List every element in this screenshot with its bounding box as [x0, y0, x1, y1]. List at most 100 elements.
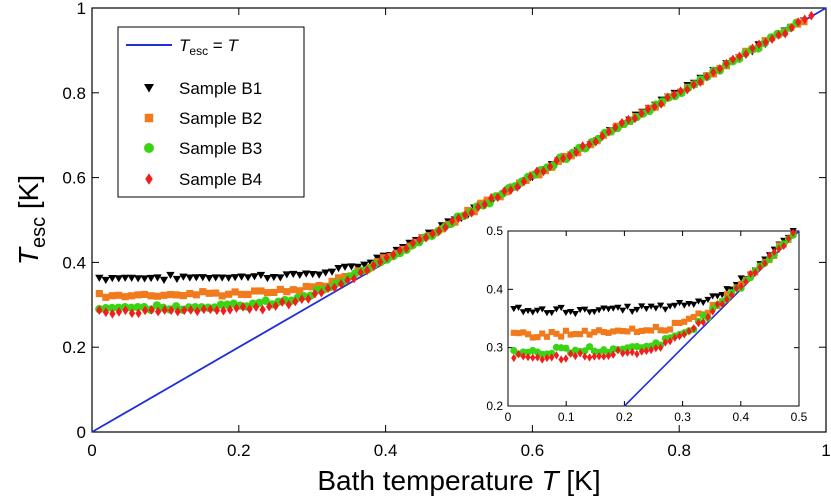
- legend-line-var2: T: [227, 36, 239, 55]
- data-point: [212, 289, 220, 297]
- inset-data-point: [595, 307, 603, 314]
- inset-data-point: [581, 347, 589, 355]
- data-point: [448, 216, 456, 226]
- y-tick-label: 0.2: [62, 338, 86, 357]
- inset-data-point: [529, 334, 536, 341]
- data-point: [461, 210, 469, 220]
- data-point: [141, 305, 149, 316]
- inset-data-point: [577, 331, 584, 338]
- y-axis-title-unit: [K]: [13, 175, 44, 217]
- data-point: [690, 80, 697, 90]
- data-point: [269, 274, 279, 282]
- data-point: [95, 274, 104, 282]
- data-point: [95, 290, 103, 298]
- data-point: [199, 288, 207, 296]
- data-point: [808, 10, 815, 21]
- inset-data-point: [681, 318, 688, 325]
- inset-data-point: [757, 263, 763, 272]
- data-point: [344, 275, 351, 285]
- data-point: [186, 289, 194, 298]
- data-point: [697, 77, 704, 87]
- data-point: [233, 303, 240, 313]
- data-point: [501, 186, 508, 196]
- x-tick-label: 1: [821, 441, 830, 460]
- inset-data-point: [699, 299, 707, 306]
- data-point: [664, 92, 671, 103]
- inset-y-tick-label: 0.4: [486, 282, 503, 296]
- inset-data-point: [661, 306, 669, 313]
- y-axis-title-var: T: [13, 246, 44, 265]
- data-point: [579, 141, 586, 151]
- data-point: [605, 126, 612, 137]
- inset-data-point: [590, 309, 598, 316]
- inset-data-point: [648, 327, 655, 334]
- inset-plot: 0 0.1 0.2 0.3 0.4 0.5 0.2 0.3 0.4 0.5: [486, 224, 807, 424]
- data-point: [801, 14, 808, 25]
- data-point: [347, 263, 356, 271]
- inset-data-point: [695, 310, 702, 317]
- data-point: [396, 245, 403, 256]
- data-point: [179, 292, 187, 300]
- inset-data-point: [615, 346, 621, 355]
- data-point: [283, 288, 291, 296]
- data-point: [237, 290, 246, 298]
- inset-data-point: [709, 301, 716, 308]
- inset-data-point: [600, 329, 607, 336]
- data-point: [224, 274, 233, 282]
- data-point: [311, 288, 319, 299]
- x-axis-title-var: T: [542, 465, 561, 496]
- data-point: [723, 58, 730, 69]
- data-point: [677, 86, 684, 96]
- inset-data-point: [695, 318, 702, 328]
- inset-data-point: [667, 326, 674, 333]
- x-axis-title-prefix: Bath temperature: [317, 465, 541, 496]
- data-point: [134, 291, 142, 299]
- inset-y-tick-label: 0.3: [486, 341, 503, 355]
- inset-data-point: [610, 328, 617, 335]
- data-point: [266, 301, 273, 312]
- data-point: [252, 302, 260, 312]
- inset-data-point: [666, 303, 674, 310]
- inset-data-point: [681, 330, 687, 339]
- data-point: [263, 274, 272, 283]
- inset-data-point: [747, 269, 754, 279]
- inset-data-point: [690, 301, 698, 308]
- data-point: [187, 305, 194, 315]
- inset-data-point: [676, 331, 683, 341]
- data-point: [230, 274, 240, 282]
- inset-data-point: [709, 293, 717, 300]
- inset-data-point: [652, 305, 660, 312]
- legend-marker-4: [145, 173, 153, 185]
- data-point: [533, 166, 541, 177]
- inset-data-point: [534, 353, 541, 362]
- inset-data-point: [586, 353, 593, 362]
- inset-data-point: [534, 334, 541, 341]
- inset-data-point: [553, 351, 560, 360]
- data-point: [324, 283, 332, 294]
- legend-markers: [144, 84, 154, 185]
- inset-data-point: [510, 306, 518, 313]
- inset-data-point: [515, 350, 522, 359]
- data-point: [507, 185, 515, 195]
- data-point: [468, 208, 475, 218]
- inset-data-point: [657, 343, 664, 352]
- data-point: [553, 155, 560, 166]
- inset-data-point: [700, 318, 706, 327]
- data-point: [285, 299, 292, 310]
- data-point: [192, 274, 201, 282]
- inset-data-point: [652, 323, 659, 331]
- data-point: [644, 104, 652, 114]
- data-point: [762, 37, 769, 48]
- data-point: [559, 153, 567, 164]
- data-point: [250, 287, 259, 295]
- inset-data-point: [633, 328, 640, 336]
- inset-data-point: [653, 344, 659, 353]
- inset-data-point: [709, 307, 716, 316]
- inset-data-point: [609, 305, 617, 312]
- inset-data-point: [605, 329, 612, 336]
- data-point: [276, 274, 285, 282]
- data-point: [612, 122, 619, 133]
- series-sample-b4: [96, 10, 815, 319]
- inset-data-point: [643, 327, 650, 334]
- inset-data-point: [604, 306, 613, 313]
